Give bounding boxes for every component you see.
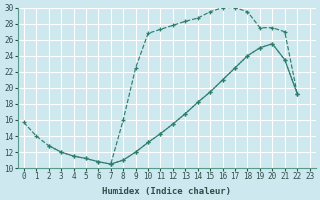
X-axis label: Humidex (Indice chaleur): Humidex (Indice chaleur) — [102, 187, 231, 196]
